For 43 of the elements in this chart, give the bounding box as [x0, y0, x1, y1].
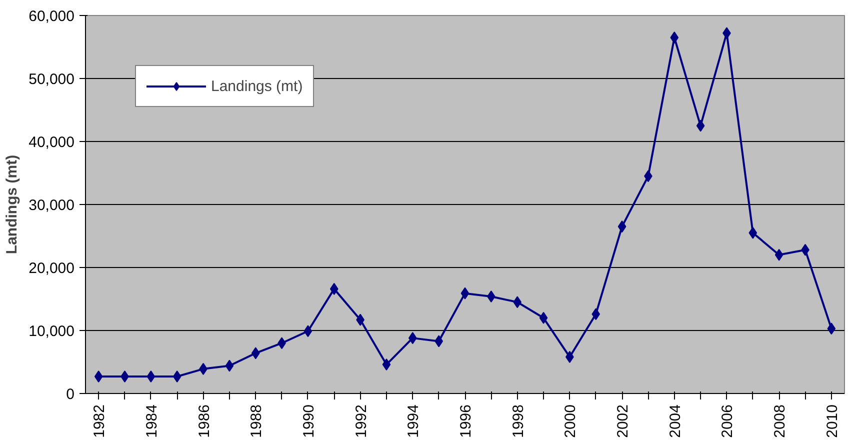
x-tick-label: 2008 — [772, 404, 789, 438]
y-axis-title: Landings (mt) — [4, 154, 21, 254]
x-tick-label: 1998 — [510, 404, 527, 438]
x-tick-label: 1996 — [458, 404, 474, 438]
point — [460, 287, 470, 300]
point — [539, 312, 548, 324]
y-tick-label: 60,000 — [28, 8, 75, 25]
y-tick-label: 40,000 — [28, 134, 75, 151]
point — [513, 296, 522, 308]
y-tick-label: 0 — [66, 386, 74, 403]
y-tick-label: 10,000 — [28, 323, 75, 340]
point — [408, 332, 417, 344]
x-tick-label: 1994 — [405, 404, 422, 438]
point — [304, 325, 312, 338]
point — [748, 226, 758, 239]
x-tick-label: 1986 — [196, 404, 213, 438]
x-tick-label: 1982 — [91, 404, 108, 438]
point — [172, 370, 182, 382]
y-tick-label: 30,000 — [28, 197, 75, 214]
point — [330, 282, 338, 295]
point — [251, 347, 260, 360]
point — [670, 32, 679, 44]
point — [696, 120, 705, 132]
point — [618, 220, 626, 233]
x-tick-label: 1990 — [300, 404, 318, 438]
point — [827, 322, 836, 335]
x-tick-label: 2004 — [666, 404, 684, 438]
legend-label: Landings (mt) — [211, 78, 303, 94]
point — [382, 358, 391, 371]
x-tick-label: 1984 — [143, 404, 160, 438]
x-tick-label: 2006 — [719, 404, 736, 438]
y-tick-label: 20,000 — [28, 260, 75, 277]
x-tick-label: 2010 — [824, 404, 841, 438]
x-tick-label: 2002 — [614, 404, 632, 438]
x-tick-label: 1988 — [248, 404, 266, 438]
x-tick-label: 1992 — [352, 404, 370, 438]
point — [146, 370, 156, 382]
point — [225, 360, 234, 372]
point — [94, 370, 103, 382]
x-tick-label: 2000 — [562, 404, 580, 438]
point — [592, 308, 600, 320]
y-tick-label: 50,000 — [28, 71, 75, 88]
point — [774, 248, 784, 261]
